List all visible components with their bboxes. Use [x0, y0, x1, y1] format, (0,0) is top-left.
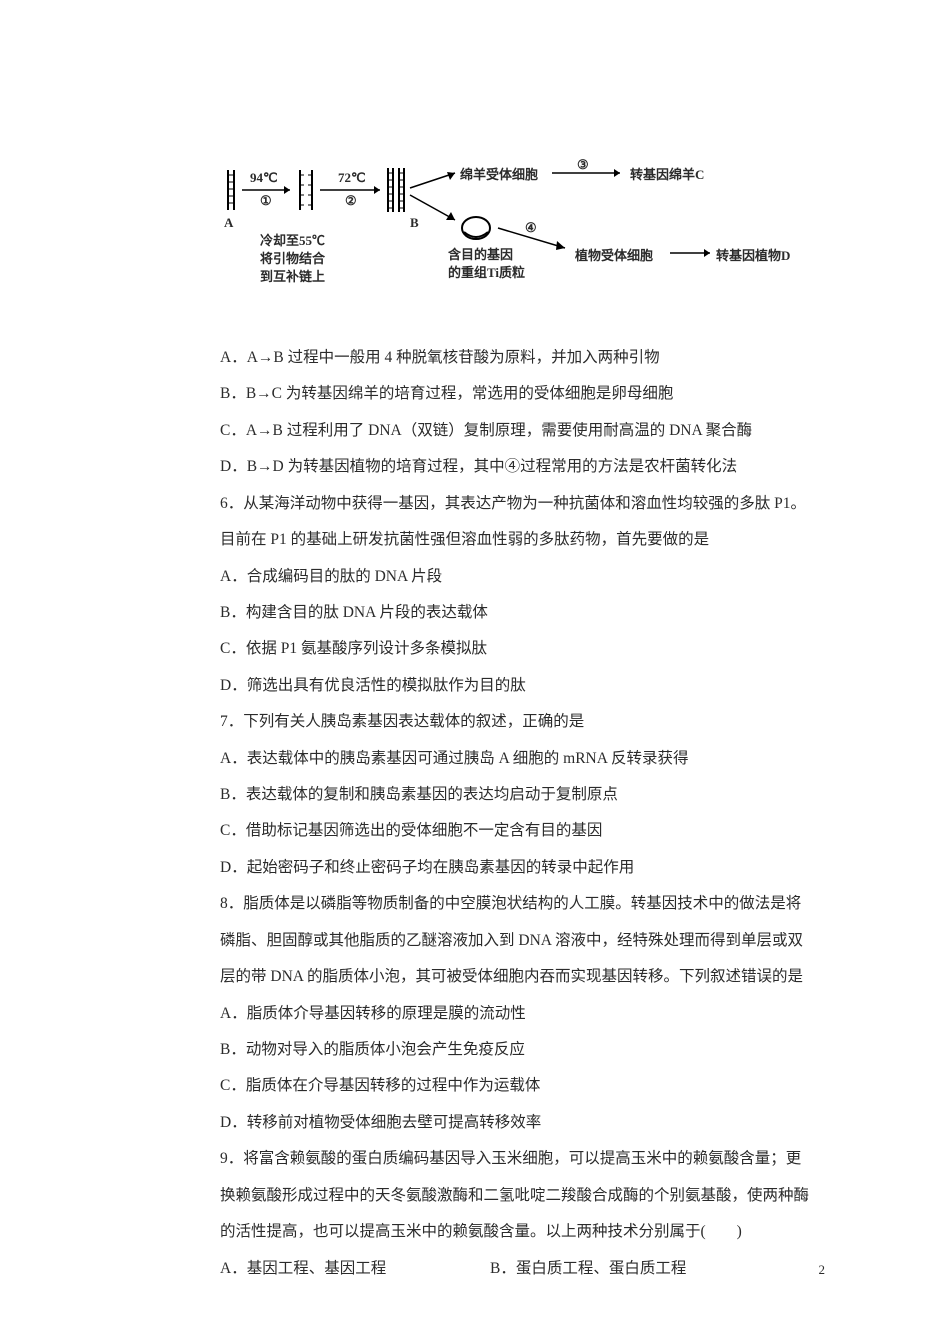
q7-optA: A．表达载体中的胰岛素基因可通过胰岛 A 细胞的 mRNA 反转录获得 [220, 741, 825, 777]
q8-optC: C．脂质体在介导基因转移的过程中作为运载体 [220, 1068, 825, 1104]
q6-optB: B．构建含目的肽 DNA 片段的表达载体 [220, 595, 825, 631]
page-number: 2 [819, 1262, 826, 1278]
step1-label: ① [260, 193, 272, 209]
labelB: B [410, 215, 419, 231]
q6-stem1: 6．从某海洋动物中获得一基因，其表达产物为一种抗菌体和溶血性均较强的多肽 P1。 [220, 486, 825, 522]
step3-label: ③ [577, 157, 589, 173]
q7-optD: D．起始密码子和终止密码子均在胰岛素基因的转录中起作用 [220, 850, 825, 886]
plant-result: 转基因植物D [716, 245, 790, 264]
q6-optD: D．筛选出具有优良活性的模拟肽作为目的肽 [220, 668, 825, 704]
q7-optC: C．借助标记基因筛选出的受体细胞不一定含有目的基因 [220, 813, 825, 849]
q5-optB: B．B→C 为转基因绵羊的培育过程，常选用的受体细胞是卵母细胞 [220, 376, 825, 412]
q6-optC: C．依据 P1 氨基酸序列设计多条模拟肽 [220, 631, 825, 667]
cool1: 冷却至55℃ [260, 230, 325, 249]
pcr-transgenic-diagram: 94℃ ① 72℃ ② A B 冷却至55℃ 将引物结合 到互补链上 绵羊受体细… [220, 160, 825, 300]
sheep-recip: 绵羊受体细胞 [460, 164, 538, 183]
q7-stem: 7．下列有关人胰岛素基因表达载体的叙述，正确的是 [220, 704, 825, 740]
q8-stem1: 8．脂质体是以磷脂等物质制备的中空膜泡状结构的人工膜。转基因技术中的做法是将 [220, 886, 825, 922]
q5-optA: A．A→B 过程中一般用 4 种脱氧核苷酸为原料，并加入两种引物 [220, 340, 825, 376]
q5-optD: D．B→D 为转基因植物的培育过程，其中④过程常用的方法是农杆菌转化法 [220, 449, 825, 485]
step4-label: ④ [525, 220, 537, 236]
q6-optA: A．合成编码目的肽的 DNA 片段 [220, 559, 825, 595]
q9-optB: B．蛋白质工程、蛋白质工程 [490, 1251, 686, 1287]
step2-label: ② [345, 193, 357, 209]
q9-optA: A．基因工程、基因工程 [220, 1251, 490, 1287]
q8-optA: A．脂质体介导基因转移的原理是膜的流动性 [220, 996, 825, 1032]
q6-stem2: 目前在 P1 的基础上研发抗菌性强但溶血性弱的多肽药物，首先要做的是 [220, 522, 825, 558]
cool2: 将引物结合 [260, 248, 325, 267]
body-text: A．A→B 过程中一般用 4 种脱氧核苷酸为原料，并加入两种引物 B．B→C 为… [220, 340, 825, 1287]
q8-stem3: 层的带 DNA 的脂质体小泡，其可被受体细胞内吞而实现基因转移。下列叙述错误的是 [220, 959, 825, 995]
q9-stem3: 的活性提高，也可以提高玉米中的赖氨酸含量。以上两种技术分别属于( ) [220, 1214, 825, 1250]
page: 94℃ ① 72℃ ② A B 冷却至55℃ 将引物结合 到互补链上 绵羊受体细… [0, 0, 945, 1338]
q8-optB: B．动物对导入的脂质体小泡会产生免疫反应 [220, 1032, 825, 1068]
sheep-result: 转基因绵羊C [630, 164, 704, 183]
q9-stem1: 9．将富含赖氨酸的蛋白质编码基因导入玉米细胞，可以提高玉米中的赖氨酸含量；更 [220, 1141, 825, 1177]
q7-optB: B．表达载体的复制和胰岛素基因的表达均启动于复制原点 [220, 777, 825, 813]
q8-stem2: 磷脂、胆固醇或其他脂质的乙醚溶液加入到 DNA 溶液中，经特殊处理而得到单层或双 [220, 923, 825, 959]
q9-stem2: 换赖氨酸形成过程中的天冬氨酸激酶和二氢吡啶二羧酸合成酶的个别氨基酸，使两种酶 [220, 1178, 825, 1214]
labelA: A [224, 215, 233, 231]
plasmid2: 的重组Ti质粒 [448, 262, 525, 281]
q8-optD: D．转移前对植物受体细胞去壁可提高转移效率 [220, 1105, 825, 1141]
q5-optC: C．A→B 过程利用了 DNA（双链）复制原理，需要使用耐高温的 DNA 聚合酶 [220, 413, 825, 449]
temp2-label: 72℃ [338, 170, 366, 186]
plasmid1: 含目的基因 [448, 244, 513, 263]
temp1-label: 94℃ [250, 170, 278, 186]
plant-recip: 植物受体细胞 [575, 245, 653, 264]
cool3: 到互补链上 [260, 266, 325, 285]
